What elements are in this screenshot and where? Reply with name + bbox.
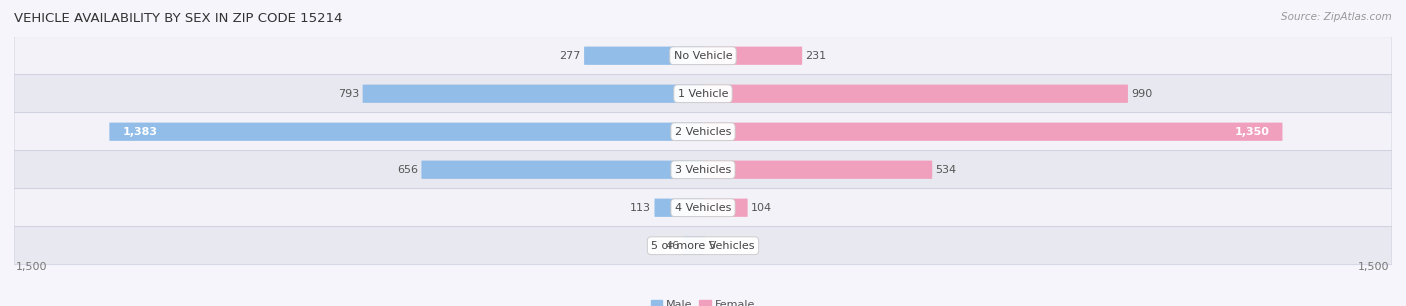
FancyBboxPatch shape — [14, 189, 1392, 227]
FancyBboxPatch shape — [703, 237, 706, 255]
Text: 5: 5 — [709, 241, 716, 251]
Text: 1,500: 1,500 — [17, 262, 48, 272]
FancyBboxPatch shape — [703, 199, 748, 217]
Text: No Vehicle: No Vehicle — [673, 51, 733, 61]
FancyBboxPatch shape — [422, 161, 703, 179]
Text: 277: 277 — [560, 51, 581, 61]
Text: 793: 793 — [337, 89, 359, 99]
Text: 1,350: 1,350 — [1234, 127, 1270, 137]
Text: 990: 990 — [1132, 89, 1153, 99]
Text: 1 Vehicle: 1 Vehicle — [678, 89, 728, 99]
Text: 113: 113 — [630, 203, 651, 213]
FancyBboxPatch shape — [703, 123, 1282, 141]
FancyBboxPatch shape — [14, 227, 1392, 265]
Text: 656: 656 — [396, 165, 418, 175]
Text: Source: ZipAtlas.com: Source: ZipAtlas.com — [1281, 12, 1392, 22]
FancyBboxPatch shape — [14, 75, 1392, 113]
FancyBboxPatch shape — [363, 84, 703, 103]
FancyBboxPatch shape — [655, 199, 703, 217]
Legend: Male, Female: Male, Female — [647, 296, 759, 306]
Text: 46: 46 — [665, 241, 681, 251]
FancyBboxPatch shape — [703, 84, 1128, 103]
Text: 4 Vehicles: 4 Vehicles — [675, 203, 731, 213]
FancyBboxPatch shape — [14, 37, 1392, 75]
Text: 534: 534 — [935, 165, 956, 175]
FancyBboxPatch shape — [703, 47, 803, 65]
FancyBboxPatch shape — [110, 123, 703, 141]
FancyBboxPatch shape — [14, 151, 1392, 189]
FancyBboxPatch shape — [683, 237, 703, 255]
FancyBboxPatch shape — [703, 161, 932, 179]
Text: VEHICLE AVAILABILITY BY SEX IN ZIP CODE 15214: VEHICLE AVAILABILITY BY SEX IN ZIP CODE … — [14, 12, 343, 25]
Text: 5 or more Vehicles: 5 or more Vehicles — [651, 241, 755, 251]
Text: 2 Vehicles: 2 Vehicles — [675, 127, 731, 137]
Text: 1,500: 1,500 — [1358, 262, 1389, 272]
Text: 3 Vehicles: 3 Vehicles — [675, 165, 731, 175]
Text: 1,383: 1,383 — [122, 127, 157, 137]
Text: 231: 231 — [806, 51, 827, 61]
Text: 104: 104 — [751, 203, 772, 213]
FancyBboxPatch shape — [583, 47, 703, 65]
FancyBboxPatch shape — [14, 113, 1392, 151]
